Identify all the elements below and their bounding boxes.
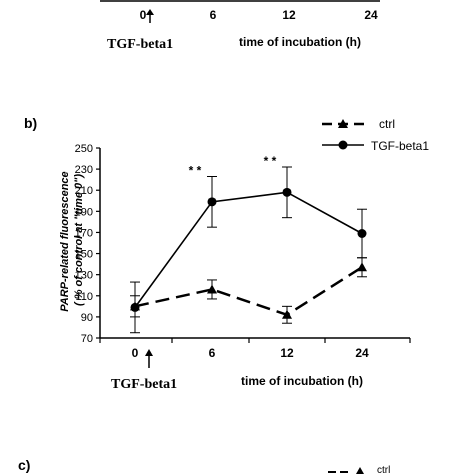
legend-label-ctrl: ctrl (379, 117, 395, 131)
series-tgf-beta1 (130, 166, 367, 334)
legend-marker-tgf-beta1 (338, 140, 348, 150)
treatment-label: TGF-beta1 (111, 377, 177, 392)
y-tick-label-210: 210 (75, 185, 93, 197)
y-tick-label-190: 190 (75, 206, 93, 218)
legend-item-tgf-beta1: TGF-beta1 (322, 139, 429, 153)
top-tick-24: 24 (364, 8, 378, 22)
x-axis-ticks: 0 6 12 24 (99, 338, 411, 360)
series-line-ctrl (134, 266, 363, 317)
point-ctrl-6 (207, 284, 217, 294)
y-axis-label: PARP-related fluorescence ( % of control… (59, 168, 85, 311)
annotation-layer: * * * * (189, 154, 277, 178)
x-tick-label-12: 12 (280, 346, 294, 360)
y-tick-label-250: 250 (75, 143, 93, 155)
point-tgf-beta1-6 (207, 197, 217, 207)
top-tick-6: 6 (210, 8, 217, 22)
y-tick-label-230: 230 (75, 164, 93, 176)
point-tgf-beta1-12 (282, 187, 292, 197)
top-tick-12: 12 (282, 8, 296, 22)
significance-12: * * (264, 154, 277, 168)
legend-marker-ctrl (338, 119, 348, 128)
y-tick-label-170: 170 (75, 227, 93, 239)
series-layer (130, 166, 367, 334)
point-ctrl-12 (282, 309, 292, 319)
panel-c-legend-fragment: ctrl (328, 465, 390, 474)
legend: ctrl TGF-beta1 (322, 117, 429, 153)
treatment-arrow (145, 349, 153, 368)
y-tick-label-70: 70 (81, 333, 93, 345)
top-tick-0: 0 (140, 8, 147, 22)
point-tgf-beta1-24 (357, 229, 367, 238)
y-tick-label-110: 110 (75, 291, 93, 303)
panel-c-label: c) (18, 457, 30, 473)
x-tick-label-0: 0 (132, 346, 139, 360)
y-axis-ticks: 70 90 110 130 150 170 190 210 230 250 (75, 143, 100, 345)
legend-item-ctrl: ctrl (322, 117, 395, 131)
panel-b-label: b) (24, 115, 37, 131)
x-tick-label-6: 6 (209, 346, 216, 360)
series-ctrl (130, 257, 367, 324)
y-axis-label-line-2: ( % of control at "time 0") (73, 174, 85, 306)
legend-label-tgf-beta1: TGF-beta1 (371, 139, 429, 153)
point-tgf-beta1-0 (130, 302, 140, 312)
y-tick-label-150: 150 (75, 249, 93, 261)
point-ctrl-24 (357, 262, 367, 272)
significance-6: * * (189, 164, 202, 178)
x-axis-label: time of incubation (h) (241, 374, 363, 388)
panel-c-legend-ctrl: ctrl (377, 465, 390, 474)
x-tick-label-24: 24 (355, 346, 369, 360)
series-line-tgf-beta1 (134, 191, 363, 308)
y-tick-label-90: 90 (81, 312, 93, 324)
top-x-axis-label: time of incubation (h) (239, 35, 361, 49)
top-strip: 0 6 12 24 TGF-beta1 time of incubation (… (100, 0, 380, 52)
y-tick-label-130: 130 (75, 270, 93, 282)
top-treatment-arrow (146, 9, 154, 23)
top-treatment-label: TGF-beta1 (107, 37, 173, 52)
y-axis-label-line-1: PARP-related fluorescence (59, 171, 71, 311)
